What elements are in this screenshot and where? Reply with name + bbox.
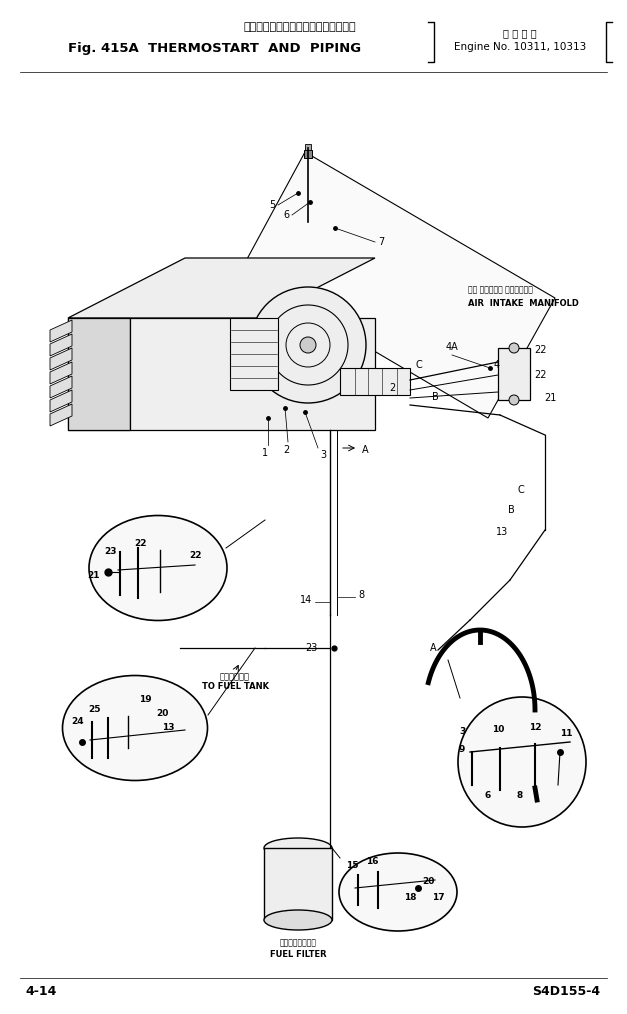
Text: 20: 20: [422, 877, 434, 886]
Text: 15: 15: [345, 861, 358, 869]
Polygon shape: [340, 368, 410, 395]
Text: 19: 19: [139, 696, 151, 705]
Polygon shape: [240, 152, 555, 418]
Text: 11: 11: [560, 728, 572, 737]
Text: 10: 10: [492, 725, 504, 734]
Text: 22: 22: [534, 370, 547, 380]
Polygon shape: [50, 376, 72, 399]
Text: 22: 22: [134, 538, 146, 548]
Text: エア インテーク マニホールド: エア インテーク マニホールド: [468, 286, 533, 294]
Text: 9: 9: [459, 745, 465, 754]
Text: TO FUEL TANK: TO FUEL TANK: [201, 682, 268, 691]
Text: 4: 4: [494, 360, 500, 370]
Text: 5: 5: [269, 200, 275, 210]
Text: A: A: [362, 445, 369, 455]
Text: 17: 17: [431, 893, 445, 902]
Text: 8: 8: [358, 590, 364, 600]
Text: 燃料タンクへ: 燃料タンクへ: [220, 672, 250, 681]
Text: 13: 13: [162, 724, 174, 732]
Text: 12: 12: [529, 724, 541, 732]
Ellipse shape: [264, 838, 332, 858]
Circle shape: [300, 337, 316, 353]
Circle shape: [509, 395, 519, 405]
Polygon shape: [50, 390, 72, 412]
Text: サーモスタート　および　パイピング: サーモスタート および パイピング: [244, 22, 356, 32]
Text: 6: 6: [485, 791, 491, 799]
Text: Fig. 415A  THERMOSTART  AND  PIPING: Fig. 415A THERMOSTART AND PIPING: [68, 42, 362, 55]
Text: 2: 2: [283, 445, 289, 455]
Text: 適 用 号 機: 適 用 号 機: [503, 28, 537, 38]
Polygon shape: [50, 404, 72, 426]
Text: フュエルフィルタ: フュエルフィルタ: [280, 938, 317, 947]
Text: 18: 18: [404, 893, 416, 902]
Text: 8: 8: [517, 791, 523, 799]
Text: 16: 16: [366, 858, 378, 867]
Text: 21: 21: [87, 571, 99, 579]
Bar: [305, 144, 311, 150]
Polygon shape: [50, 362, 72, 384]
Bar: [304, 150, 312, 158]
Text: 23: 23: [103, 548, 116, 557]
Circle shape: [509, 343, 519, 353]
Ellipse shape: [339, 853, 457, 931]
Text: B: B: [508, 505, 515, 515]
Text: 2: 2: [389, 383, 395, 393]
Text: 3: 3: [459, 727, 465, 736]
Text: Engine No. 10311, 10313: Engine No. 10311, 10313: [454, 42, 586, 52]
Text: C: C: [518, 485, 525, 495]
Polygon shape: [498, 348, 530, 400]
Polygon shape: [50, 348, 72, 370]
Text: 22: 22: [534, 345, 547, 355]
Ellipse shape: [63, 675, 208, 781]
Polygon shape: [50, 320, 72, 342]
Text: FUEL FILTER: FUEL FILTER: [270, 950, 326, 959]
Text: C: C: [415, 360, 422, 370]
Polygon shape: [68, 318, 130, 430]
Polygon shape: [230, 318, 278, 390]
Polygon shape: [68, 258, 375, 318]
Text: 1: 1: [262, 448, 268, 458]
Text: S4D155-4: S4D155-4: [532, 985, 600, 998]
Ellipse shape: [264, 910, 332, 930]
Bar: [264, 848, 332, 920]
Text: 13: 13: [496, 527, 508, 537]
Text: 20: 20: [156, 709, 168, 718]
Ellipse shape: [458, 697, 586, 827]
Text: 14: 14: [300, 595, 312, 605]
Text: AIR  INTAKE  MANIFOLD: AIR INTAKE MANIFOLD: [468, 298, 579, 307]
Text: 25: 25: [88, 706, 100, 715]
Polygon shape: [68, 318, 130, 430]
Polygon shape: [130, 318, 375, 430]
Text: 21: 21: [544, 393, 556, 403]
Polygon shape: [50, 334, 72, 356]
Circle shape: [250, 287, 366, 403]
Ellipse shape: [89, 515, 227, 621]
Text: 23: 23: [305, 643, 318, 653]
Text: 6: 6: [283, 210, 289, 220]
Text: B: B: [432, 392, 439, 402]
Text: 3: 3: [320, 450, 326, 460]
Text: 22: 22: [189, 551, 201, 560]
Text: A: A: [430, 643, 436, 653]
Text: 24: 24: [71, 718, 84, 726]
Text: 4A: 4A: [446, 342, 458, 352]
Text: 7: 7: [378, 237, 384, 247]
Text: 4-14: 4-14: [25, 985, 56, 998]
